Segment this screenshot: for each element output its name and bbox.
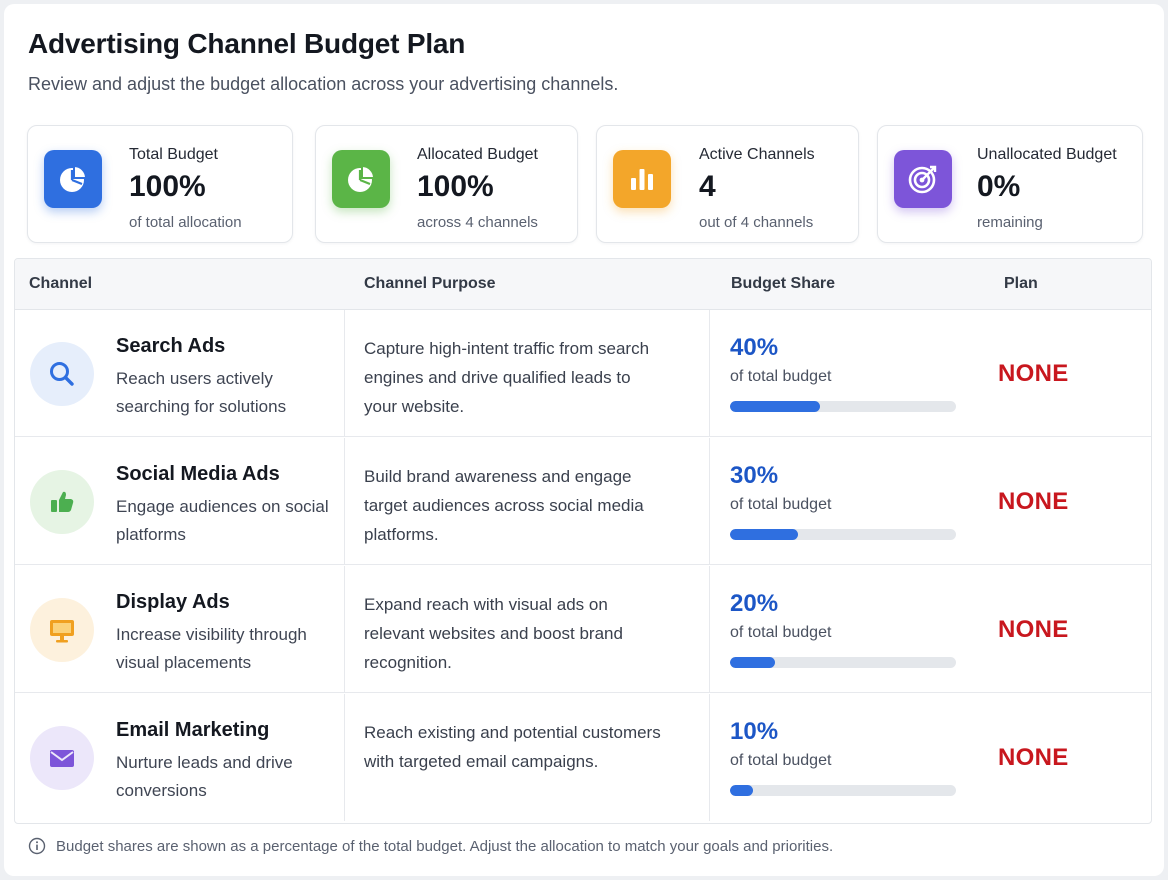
- table-row: Search Ads Reach users actively searchin…: [15, 310, 1151, 437]
- stat-value: 100%: [129, 170, 206, 203]
- budget-plan-page: Advertising Channel Budget Plan Review a…: [4, 4, 1164, 876]
- channel-name: Email Marketing: [116, 719, 270, 741]
- pie-chart-icon: [332, 150, 390, 208]
- channel-purpose: Expand reach with visual ads on relevant…: [364, 595, 623, 672]
- channel-purpose: Capture high-intent traffic from search …: [364, 339, 650, 416]
- channel-name: Search Ads: [116, 335, 226, 357]
- channel-description: Engage audiences on social platforms: [116, 497, 329, 544]
- info-icon: [28, 837, 46, 855]
- plan-status: NONE: [998, 616, 1069, 643]
- target-icon: [894, 150, 952, 208]
- channel-description: Nurture leads and drive conversions: [116, 753, 293, 800]
- channel-description: Increase visibility through visual place…: [116, 625, 307, 672]
- budget-share-caption: of total budget: [730, 496, 832, 513]
- budget-share-fill: [730, 529, 798, 540]
- plan-status: NONE: [998, 744, 1069, 771]
- budget-share-bar: [730, 785, 956, 796]
- table-row: Social Media Ads Engage audiences on soc…: [15, 438, 1151, 565]
- table-row: Email Marketing Nurture leads and drive …: [15, 694, 1151, 821]
- table-row: Display Ads Increase visibility through …: [15, 566, 1151, 693]
- channel-table: Channel Channel Purpose Budget Share Pla…: [14, 258, 1152, 824]
- stat-sub: across 4 channels: [417, 214, 538, 231]
- footnote: Budget shares are shown as a percentage …: [28, 837, 833, 855]
- monitor-icon: [30, 598, 94, 662]
- stat-card-allocated-budget: Allocated Budget 100% across 4 channels: [315, 125, 578, 243]
- column-header-channel: Channel: [29, 275, 93, 292]
- stat-sub: of total allocation: [129, 214, 242, 231]
- channel-description: Reach users actively searching for solut…: [116, 369, 287, 416]
- budget-share-caption: of total budget: [730, 368, 832, 385]
- stat-label: Total Budget: [129, 146, 218, 163]
- budget-share-value: 40%: [730, 334, 779, 361]
- stat-label: Active Channels: [699, 146, 815, 163]
- stat-card-total-budget: Total Budget 100% of total allocation: [27, 125, 293, 243]
- stat-sub: remaining: [977, 214, 1043, 231]
- search-icon: [30, 342, 94, 406]
- column-header-purpose: Channel Purpose: [364, 275, 496, 292]
- footnote-text: Budget shares are shown as a percentage …: [56, 837, 834, 855]
- stat-label: Unallocated Budget: [977, 146, 1117, 163]
- channel-name: Display Ads: [116, 591, 230, 613]
- budget-share-value: 10%: [730, 718, 779, 745]
- budget-share-bar: [730, 529, 956, 540]
- stat-value: 0%: [977, 170, 1021, 203]
- budget-share-caption: of total budget: [730, 624, 832, 641]
- stat-value: 4: [699, 170, 716, 203]
- stat-label: Allocated Budget: [417, 146, 538, 163]
- plan-status: NONE: [998, 360, 1069, 387]
- budget-share-bar: [730, 657, 956, 668]
- thumbs-up-icon: [30, 470, 94, 534]
- budget-share-value: 30%: [730, 462, 779, 489]
- channel-name: Social Media Ads: [116, 463, 280, 485]
- table-header: Channel Channel Purpose Budget Share Pla…: [15, 259, 1151, 310]
- budget-share-fill: [730, 785, 753, 796]
- stat-card-active-channels: Active Channels 4 out of 4 channels: [596, 125, 859, 243]
- channel-purpose: Build brand awareness and engage target …: [364, 467, 644, 544]
- mail-icon: [30, 726, 94, 790]
- stat-card-unallocated-budget: Unallocated Budget 0% remaining: [877, 125, 1143, 243]
- bar-chart-icon: [613, 150, 671, 208]
- column-header-share: Budget Share: [731, 275, 836, 292]
- budget-share-fill: [730, 657, 776, 668]
- plan-status: NONE: [998, 488, 1069, 515]
- page-subtitle: Review and adjust the budget allocation …: [28, 74, 619, 94]
- stat-sub: out of 4 channels: [699, 214, 814, 231]
- page-title: Advertising Channel Budget Plan: [28, 28, 466, 59]
- pie-chart-icon: [44, 150, 102, 208]
- budget-share-value: 20%: [730, 590, 779, 617]
- budget-share-caption: of total budget: [730, 752, 832, 769]
- budget-share-fill: [730, 401, 821, 412]
- column-header-plan: Plan: [1004, 275, 1038, 292]
- budget-share-bar: [730, 401, 956, 412]
- stat-value: 100%: [417, 170, 494, 203]
- channel-purpose: Reach existing and potential customers w…: [364, 723, 661, 771]
